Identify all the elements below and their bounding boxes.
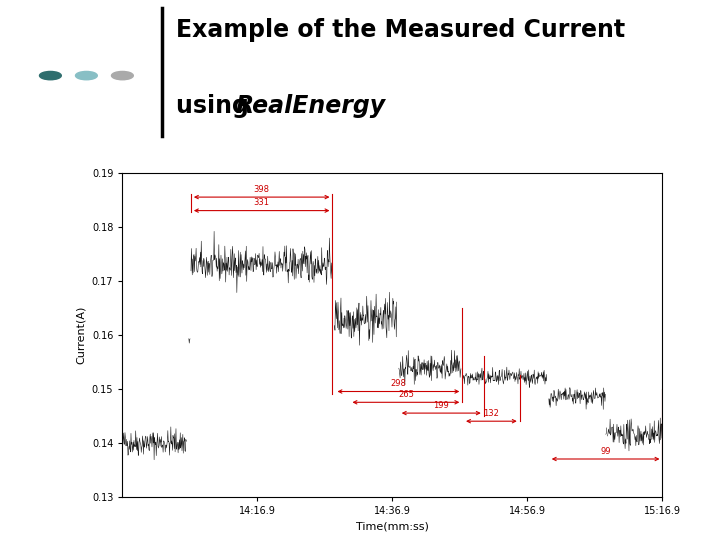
Ellipse shape bbox=[76, 71, 97, 80]
Text: 199: 199 bbox=[433, 401, 449, 410]
Ellipse shape bbox=[40, 71, 61, 80]
Text: 265: 265 bbox=[398, 390, 414, 399]
Text: 398: 398 bbox=[253, 185, 270, 194]
X-axis label: Time(mm:ss): Time(mm:ss) bbox=[356, 522, 429, 531]
Y-axis label: Current(A): Current(A) bbox=[76, 306, 86, 364]
Text: using: using bbox=[176, 94, 258, 118]
Ellipse shape bbox=[112, 71, 133, 80]
Text: 99: 99 bbox=[600, 447, 611, 456]
Text: 331: 331 bbox=[253, 198, 270, 207]
Text: Example of the Measured Current: Example of the Measured Current bbox=[176, 18, 626, 42]
Text: 298: 298 bbox=[390, 379, 406, 388]
Text: RealEnergy: RealEnergy bbox=[235, 94, 386, 118]
Text: 132: 132 bbox=[483, 409, 500, 418]
